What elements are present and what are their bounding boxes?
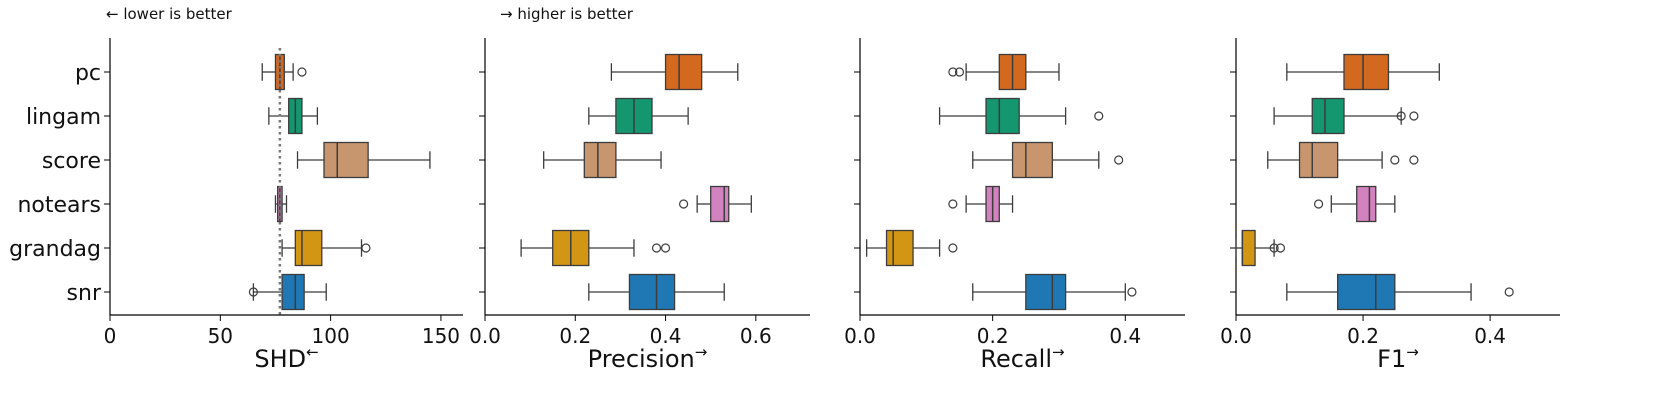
x-tick-label: 100: [312, 324, 350, 348]
panel-precision: 0.0 0.2 0.4 0.6 Precision→: [469, 38, 810, 373]
box-grandag: [281, 229, 371, 267]
box-pc: [948, 53, 1060, 91]
x-tick-label: 50: [208, 324, 233, 348]
iqr-box: [1356, 185, 1377, 223]
outlier-point: [1504, 287, 1514, 297]
box-grandag: [865, 229, 958, 267]
box-notears: [948, 185, 1014, 223]
x-axis-arrow: →: [695, 343, 708, 361]
outlier-point: [1409, 155, 1419, 165]
outlier-point: [1269, 243, 1279, 253]
iqr-box: [1011, 141, 1053, 179]
category-label-score: score: [42, 149, 101, 174]
iqr-box: [1336, 273, 1396, 311]
iqr-box: [710, 185, 730, 223]
outlier-point: [248, 287, 259, 297]
iqr-box: [1025, 273, 1067, 311]
iqr-box: [1241, 229, 1256, 267]
outlier-point: [1390, 155, 1400, 165]
outlier-point: [948, 199, 958, 209]
x-axis-label: SHD←: [254, 343, 318, 373]
box-score: [296, 141, 431, 179]
lower-is-better-note: ← lower is better: [106, 5, 232, 23]
outlier-point: [361, 243, 371, 253]
box-score: [543, 141, 662, 179]
outlier-point: [1275, 243, 1286, 253]
outlier-point: [948, 67, 958, 77]
box-score: [972, 141, 1124, 179]
x-tick-label: 0.2: [559, 324, 591, 348]
higher-is-better-note: → higher is better: [500, 5, 633, 23]
x-tick-label: 0.0: [844, 324, 876, 348]
box-grandag: [520, 229, 671, 267]
iqr-box: [1311, 97, 1345, 135]
box-lingam: [938, 97, 1104, 135]
outlier-point: [679, 199, 689, 209]
iqr-box: [664, 53, 703, 91]
category-label-notears: notears: [17, 193, 101, 218]
iqr-box: [323, 141, 369, 179]
box-score: [1267, 141, 1419, 179]
x-tick-label: 0.0: [469, 324, 501, 348]
iqr-box: [281, 273, 305, 311]
box-pc: [1286, 53, 1440, 91]
iqr-box: [1343, 53, 1390, 91]
x-tick-label: 0: [104, 324, 117, 348]
box-notears: [679, 185, 752, 223]
x-tick-label: 0.6: [740, 324, 772, 348]
box-pc: [610, 53, 739, 91]
iqr-box: [583, 141, 617, 179]
panel-f1: 0.0 0.2 0.4 F1→: [1220, 38, 1560, 373]
category-label-snr: snr: [67, 281, 102, 306]
x-tick-label: 0.4: [1474, 324, 1506, 348]
x-axis-label: Precision→: [588, 343, 708, 373]
outlier-point: [1409, 111, 1419, 121]
box-snr: [588, 273, 725, 311]
iqr-box: [885, 229, 914, 267]
box-snr: [972, 273, 1137, 311]
x-axis-label: Recall→: [980, 343, 1064, 373]
x-tick-label: 0.2: [1347, 324, 1379, 348]
box-lingam: [588, 97, 689, 135]
outlier-point: [948, 243, 958, 253]
box-notears: [1313, 185, 1396, 223]
box-pc: [261, 53, 307, 91]
box-snr: [1286, 273, 1514, 311]
outlier-point: [1313, 199, 1324, 209]
outlier-point: [660, 243, 671, 253]
outlier-point: [651, 243, 662, 253]
panel-recall: 0.0 0.2 0.4 Recall→: [844, 38, 1185, 373]
box-grandag: [1235, 229, 1286, 267]
outlier-point: [297, 67, 307, 77]
x-tick-label: 150: [422, 324, 460, 348]
x-tick-label: 0.2: [977, 324, 1009, 348]
category-label-pc: pc: [75, 61, 101, 86]
x-tick-label: 0.4: [1109, 324, 1141, 348]
x-axis-arrow: →: [1052, 343, 1065, 361]
x-tick-label: 0.0: [1220, 324, 1252, 348]
category-label-grandag: grandag: [9, 237, 101, 262]
x-axis-arrow: →: [1406, 343, 1419, 361]
iqr-box: [628, 273, 676, 311]
outlier-point: [954, 67, 965, 77]
box-lingam: [1273, 97, 1419, 135]
x-axis-label: F1→: [1377, 343, 1419, 373]
x-tick-label: 0.4: [650, 324, 682, 348]
box-lingam: [268, 97, 319, 135]
x-axis-arrow: ←: [306, 343, 319, 361]
box-snr: [248, 273, 327, 311]
outlier-point: [1094, 111, 1104, 121]
iqr-box: [985, 97, 1020, 135]
outlier-point: [1127, 287, 1137, 297]
iqr-box: [1298, 141, 1339, 179]
category-label-lingam: lingam: [26, 105, 101, 130]
iqr-box: [294, 229, 323, 267]
outlier-point: [1114, 155, 1124, 165]
outlier-point: [1396, 111, 1406, 121]
